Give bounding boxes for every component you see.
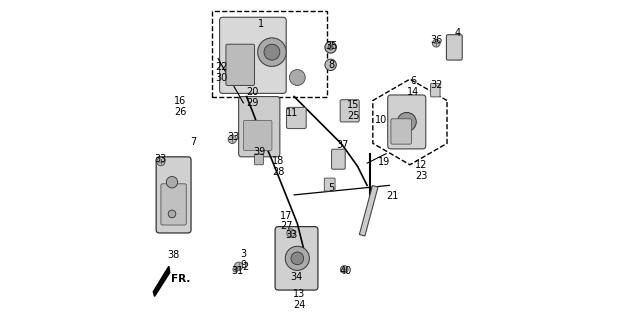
Circle shape xyxy=(325,42,336,53)
Text: FR.: FR. xyxy=(171,274,190,284)
Text: 19: 19 xyxy=(378,156,391,167)
Text: 38: 38 xyxy=(168,250,180,260)
Text: 6
14: 6 14 xyxy=(407,76,420,97)
FancyBboxPatch shape xyxy=(430,84,440,97)
Circle shape xyxy=(233,267,238,272)
Text: 20
29: 20 29 xyxy=(246,87,259,108)
Circle shape xyxy=(328,45,333,50)
Text: 40: 40 xyxy=(340,266,352,276)
Polygon shape xyxy=(360,186,378,236)
Text: 36: 36 xyxy=(430,35,443,45)
Circle shape xyxy=(234,262,243,270)
FancyBboxPatch shape xyxy=(286,107,306,129)
FancyBboxPatch shape xyxy=(388,95,426,149)
Polygon shape xyxy=(153,266,170,296)
FancyBboxPatch shape xyxy=(254,154,264,165)
FancyBboxPatch shape xyxy=(340,100,359,122)
Circle shape xyxy=(325,59,336,70)
FancyBboxPatch shape xyxy=(275,227,318,290)
Text: 7: 7 xyxy=(190,137,197,147)
Circle shape xyxy=(264,44,280,60)
Text: 34: 34 xyxy=(290,272,302,282)
Circle shape xyxy=(397,112,416,132)
FancyBboxPatch shape xyxy=(446,35,463,60)
FancyBboxPatch shape xyxy=(161,184,186,225)
Text: 2: 2 xyxy=(242,262,249,272)
Text: 8: 8 xyxy=(329,60,335,70)
Circle shape xyxy=(157,157,165,166)
Text: 39: 39 xyxy=(254,148,266,157)
Text: 33: 33 xyxy=(154,154,166,164)
Text: 33: 33 xyxy=(285,229,298,240)
Text: 31: 31 xyxy=(231,266,244,276)
FancyBboxPatch shape xyxy=(226,44,254,85)
Text: 13
24: 13 24 xyxy=(293,289,306,310)
FancyBboxPatch shape xyxy=(324,178,335,191)
Circle shape xyxy=(168,210,176,218)
Text: 11: 11 xyxy=(286,108,299,118)
Text: 10: 10 xyxy=(374,115,387,125)
Text: 15
25: 15 25 xyxy=(347,100,360,121)
FancyBboxPatch shape xyxy=(239,97,280,157)
Text: 21: 21 xyxy=(386,191,399,201)
Text: 17
27: 17 27 xyxy=(280,211,293,231)
Circle shape xyxy=(290,69,305,85)
Circle shape xyxy=(228,135,236,143)
Circle shape xyxy=(258,38,286,67)
FancyBboxPatch shape xyxy=(332,149,345,169)
Circle shape xyxy=(291,252,304,265)
Circle shape xyxy=(287,229,295,237)
Text: 16
26: 16 26 xyxy=(174,96,186,117)
Circle shape xyxy=(432,39,440,47)
Text: 22
30: 22 30 xyxy=(215,62,228,83)
FancyBboxPatch shape xyxy=(391,119,412,144)
Text: 5: 5 xyxy=(328,183,334,193)
Circle shape xyxy=(340,266,348,273)
Text: 33: 33 xyxy=(227,132,239,142)
Text: 3
9: 3 9 xyxy=(240,249,246,270)
Circle shape xyxy=(166,177,178,188)
Text: 12
23: 12 23 xyxy=(415,160,428,180)
FancyBboxPatch shape xyxy=(219,17,286,93)
Text: 32: 32 xyxy=(430,80,443,90)
Circle shape xyxy=(245,120,261,136)
FancyBboxPatch shape xyxy=(156,157,191,233)
Text: 37: 37 xyxy=(337,140,349,150)
Text: 35: 35 xyxy=(325,41,337,51)
Text: 18
28: 18 28 xyxy=(272,156,284,177)
Text: 1: 1 xyxy=(258,19,264,28)
FancyBboxPatch shape xyxy=(244,120,272,150)
Text: 4: 4 xyxy=(454,28,461,38)
Circle shape xyxy=(285,246,309,270)
